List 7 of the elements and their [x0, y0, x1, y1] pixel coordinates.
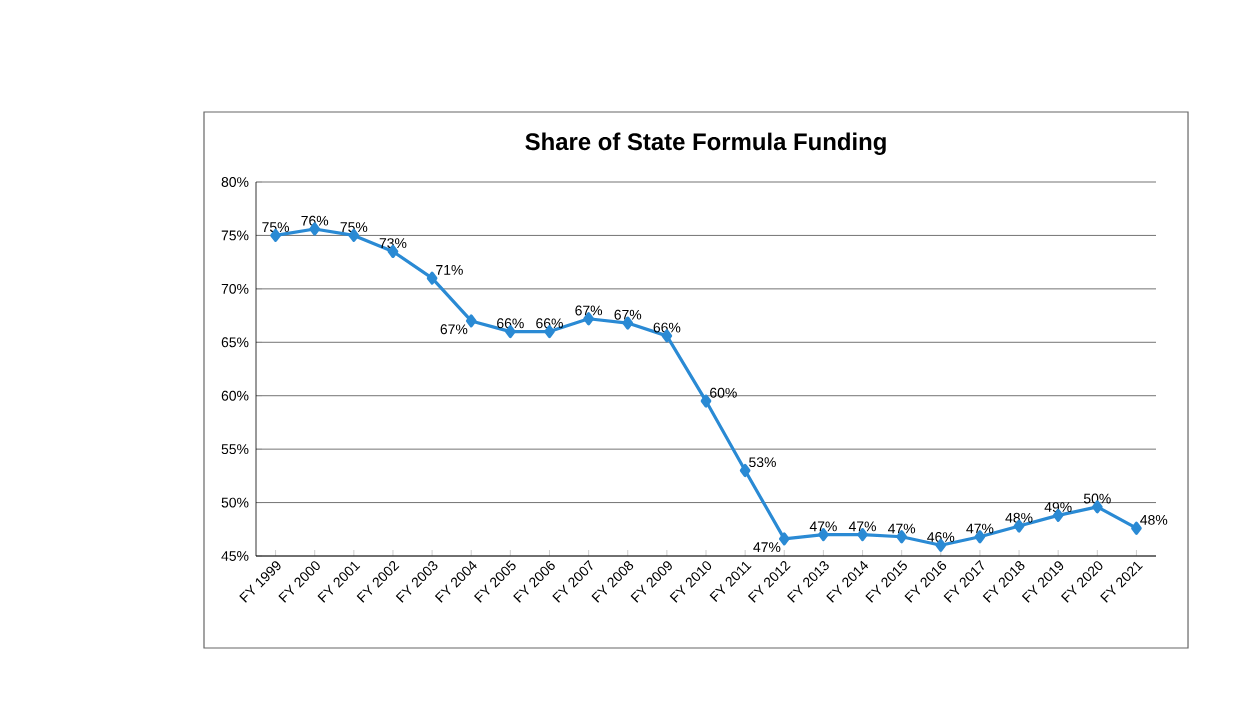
chart-title: Share of State Formula Funding [525, 132, 886, 155]
point [739, 463, 751, 478]
point [426, 271, 438, 285]
point [465, 314, 477, 328]
point [1131, 521, 1142, 535]
point [700, 394, 712, 408]
point [778, 532, 790, 546]
